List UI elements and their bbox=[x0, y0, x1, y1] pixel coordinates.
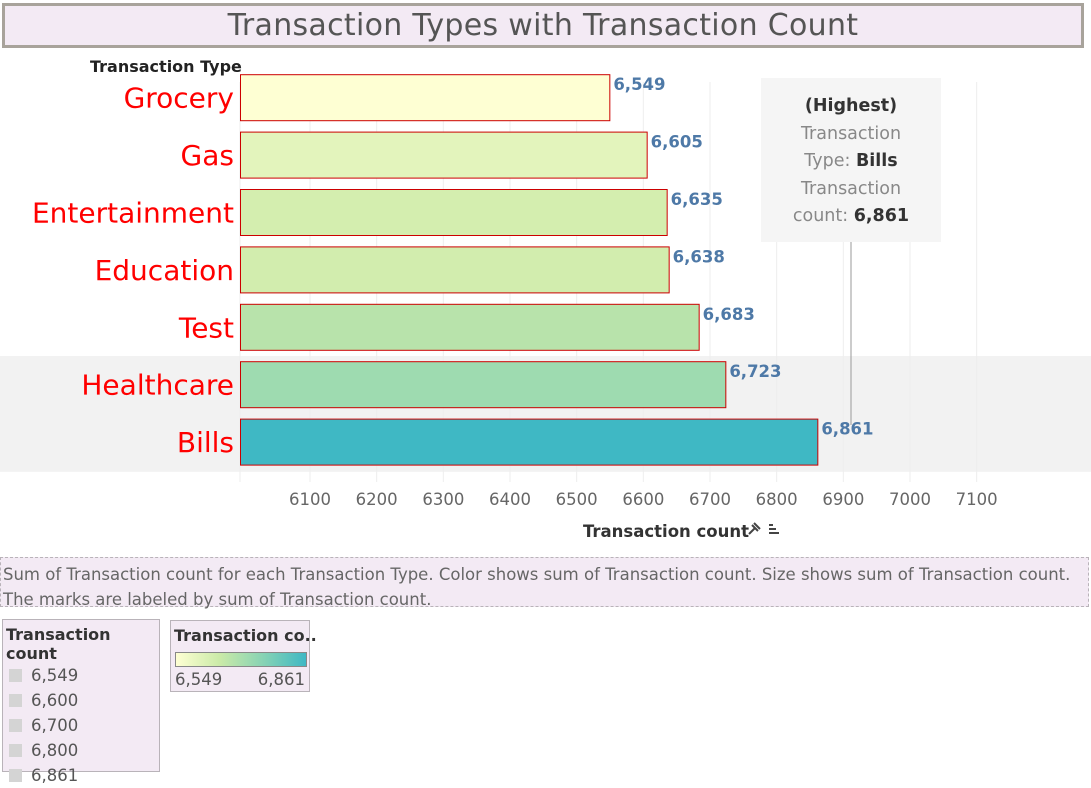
tooltip-line3: Type: Bills bbox=[803, 151, 897, 171]
tooltip: (Highest) Transaction Type: Bills Transa… bbox=[761, 78, 941, 425]
size-legend-label: 6,600 bbox=[31, 691, 79, 710]
size-legend: Transaction count 6,549 6,600 6,700 6,800 6,… bbox=[2, 619, 160, 785]
color-legend-max: 6,861 bbox=[257, 670, 305, 689]
tooltip-line4: Transaction bbox=[800, 179, 901, 199]
size-legend-item: 6,600 bbox=[9, 688, 159, 713]
category-label: Healthcare bbox=[81, 369, 234, 402]
size-legend-label: 6,700 bbox=[31, 716, 79, 735]
size-swatch bbox=[9, 769, 22, 782]
data-labels: 6,549 6,605 6,635 6,638 6,683 6,723 6,861 bbox=[613, 75, 873, 438]
bar[interactable] bbox=[240, 74, 611, 122]
tooltip-count-value: 6,861 bbox=[854, 206, 909, 226]
tooltip-line5: count: 6,861 bbox=[793, 206, 909, 226]
category-label: Test bbox=[178, 311, 234, 344]
category-label: Education bbox=[95, 254, 234, 287]
bar[interactable] bbox=[240, 361, 727, 409]
category-label: Gas bbox=[181, 139, 234, 172]
tick-label: 7100 bbox=[956, 490, 998, 509]
data-label: 6,861 bbox=[821, 420, 873, 439]
data-label: 6,549 bbox=[613, 75, 665, 94]
tooltip-type-key: Type: bbox=[803, 151, 856, 171]
bar[interactable] bbox=[240, 418, 819, 466]
size-legend-item: 6,861 bbox=[9, 763, 159, 788]
color-legend-title: Transaction co.. bbox=[174, 626, 317, 645]
category-label: Entertainment bbox=[32, 197, 234, 230]
size-legend-title: Transaction count bbox=[6, 625, 111, 663]
size-swatch bbox=[9, 719, 22, 732]
data-label: 6,638 bbox=[673, 247, 725, 266]
x-axis-ticks: 6100 6200 6300 6400 6500 6600 6700 6800 6900 7000… bbox=[289, 490, 998, 509]
bar[interactable] bbox=[240, 303, 700, 351]
bar-chart: Transaction Type Grocery Gas Entertainment… bbox=[0, 57, 1091, 541]
tick-label: 6800 bbox=[756, 490, 798, 509]
tick-label: 6300 bbox=[422, 490, 464, 509]
size-legend-item: 6,549 bbox=[9, 663, 159, 688]
tooltip-box bbox=[761, 78, 941, 242]
tick-label: 7000 bbox=[889, 490, 931, 509]
size-swatch bbox=[9, 744, 22, 757]
tooltip-line2: Transaction bbox=[800, 124, 901, 144]
tick-label: 6600 bbox=[622, 490, 664, 509]
color-legend: Transaction co.. 6,549 6,861 bbox=[170, 620, 317, 692]
data-label: 6,635 bbox=[671, 190, 723, 209]
tick-label: 6200 bbox=[356, 490, 398, 509]
data-label: 6,683 bbox=[703, 305, 755, 324]
tick-label: 6900 bbox=[822, 490, 864, 509]
color-gradient-bar bbox=[175, 652, 307, 667]
size-legend-label: 6,861 bbox=[31, 766, 79, 785]
category-label: Grocery bbox=[124, 82, 234, 115]
bar[interactable] bbox=[240, 131, 648, 179]
tooltip-count-key: count: bbox=[793, 206, 854, 226]
size-swatch bbox=[9, 669, 22, 682]
row-header: Transaction Type bbox=[90, 57, 242, 76]
sort-icon[interactable] bbox=[769, 524, 779, 534]
size-legend-label: 6,549 bbox=[31, 666, 79, 685]
tick-label: 6700 bbox=[689, 490, 731, 509]
chart-title-box: Transaction Types with Transaction Count bbox=[2, 3, 1084, 48]
tooltip-line1: (Highest) bbox=[805, 96, 897, 116]
category-label: Bills bbox=[177, 426, 234, 459]
tick-label: 6500 bbox=[556, 490, 598, 509]
tick-label: 6100 bbox=[289, 490, 331, 509]
size-legend-item: 6,700 bbox=[9, 713, 159, 738]
pin-icon[interactable] bbox=[748, 522, 761, 535]
tick-label: 6400 bbox=[489, 490, 531, 509]
size-legend-label: 6,800 bbox=[31, 741, 79, 760]
bar[interactable] bbox=[240, 189, 668, 236]
x-axis-label: Transaction count bbox=[583, 522, 749, 541]
bars bbox=[240, 74, 819, 466]
data-label: 6,723 bbox=[729, 362, 781, 381]
chart-description: Sum of Transaction count for each Transa… bbox=[0, 557, 1089, 609]
data-label: 6,605 bbox=[651, 133, 703, 152]
color-legend-min: 6,549 bbox=[175, 670, 223, 689]
chart-title: Transaction Types with Transaction Count bbox=[227, 8, 859, 43]
size-swatch bbox=[9, 694, 22, 707]
size-legend-item: 6,800 bbox=[9, 738, 159, 763]
category-labels: Grocery Gas Entertainment Education Test Heal… bbox=[32, 82, 234, 459]
bar[interactable] bbox=[240, 246, 670, 294]
tooltip-type-value: Bills bbox=[856, 151, 898, 171]
